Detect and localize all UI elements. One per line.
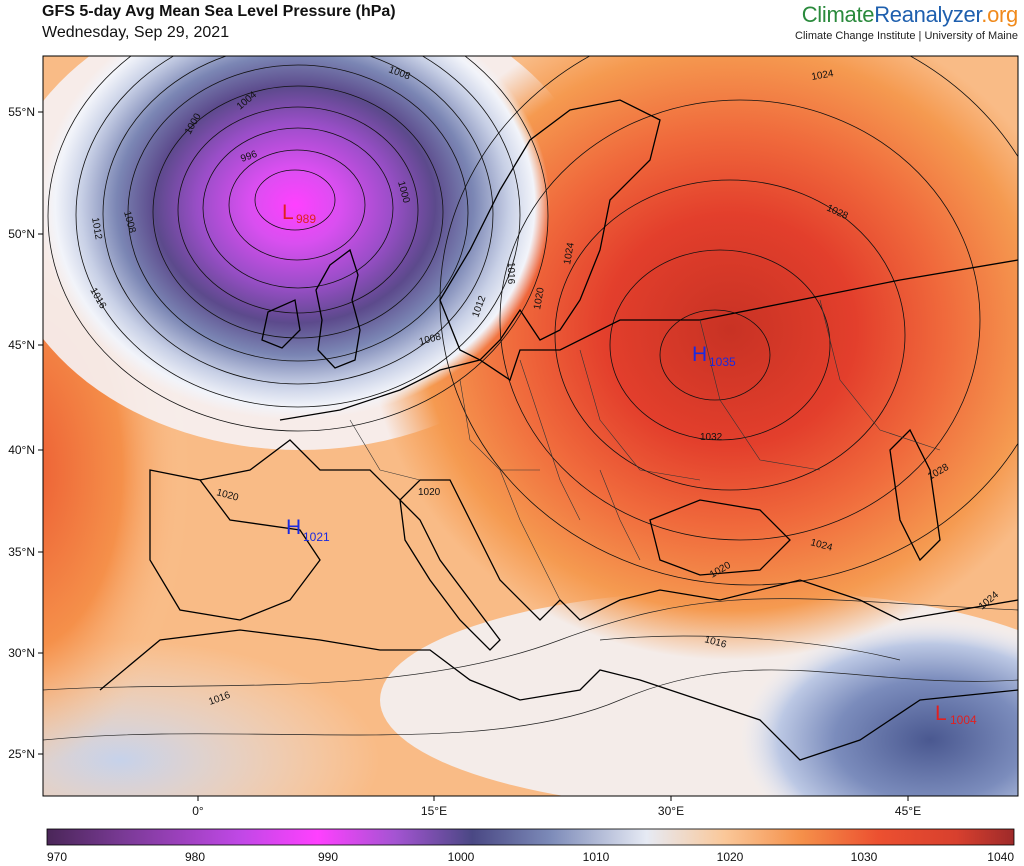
map-date: Wednesday, Sep 29, 2021 bbox=[42, 24, 230, 41]
lat-label-45: 45°N bbox=[8, 338, 35, 352]
low-letter: L bbox=[282, 201, 294, 224]
isobar-label: 1020 bbox=[418, 487, 441, 498]
lon-label-0: 0° bbox=[192, 804, 204, 818]
colorbar-scale bbox=[46, 828, 1015, 846]
brand-climate: Climate bbox=[801, 2, 875, 27]
lon-label-30e: 30°E bbox=[658, 804, 684, 818]
lon-label-45e: 45°E bbox=[895, 804, 921, 818]
low-pressure-marker[interactable]: L 1004 bbox=[935, 702, 977, 727]
low-value: 1004 bbox=[950, 713, 977, 727]
colorbar-label: 1000 bbox=[448, 850, 475, 864]
lat-label-50: 50°N bbox=[8, 227, 35, 241]
isobar-label: 1016 bbox=[505, 262, 516, 285]
atlantic-low-field bbox=[43, 56, 550, 420]
colorbar-label: 1020 bbox=[717, 850, 744, 864]
country-borders bbox=[349, 299, 941, 601]
low-value: 989 bbox=[296, 212, 316, 226]
low-letter: L bbox=[935, 702, 947, 725]
high-value: 1035 bbox=[709, 355, 736, 369]
colorbar-label: 1010 bbox=[583, 850, 610, 864]
colorbar-label: 1030 bbox=[851, 850, 878, 864]
brand-org: .org bbox=[981, 2, 1018, 27]
lat-label-30: 30°N bbox=[8, 646, 35, 660]
lat-label-35: 35°N bbox=[8, 545, 35, 559]
isobar-label: 1024 bbox=[811, 68, 835, 83]
colorbar-label: 970 bbox=[47, 850, 67, 864]
isobar-label: 1032 bbox=[700, 432, 723, 443]
brand-reanalyzer: Reanalyzer bbox=[874, 2, 982, 27]
lat-label-55: 55°N bbox=[8, 105, 35, 119]
lat-axis: 55°N 50°N 45°N 40°N 35°N 30°N 25°N bbox=[8, 105, 43, 761]
pressure-systems: L 989 H 1035 H 1021 L 1004 bbox=[282, 201, 977, 727]
high-value: 1021 bbox=[303, 530, 330, 544]
high-letter: H bbox=[286, 516, 301, 539]
se-low-field bbox=[740, 620, 1018, 796]
high-letter: H bbox=[692, 343, 707, 366]
lat-label-40: 40°N bbox=[8, 443, 35, 457]
map-frame bbox=[42, 55, 1019, 797]
lon-axis: 0° 15°E 30°E 45°E bbox=[192, 796, 921, 818]
colorbar: 970 980 990 1000 1010 1020 1030 1040 bbox=[46, 828, 1015, 864]
coastlines bbox=[99, 99, 1018, 761]
brand-subtitle: Climate Change Institute | University of… bbox=[795, 30, 1018, 42]
lat-label-25: 25°N bbox=[8, 747, 35, 761]
high-pressure-marker[interactable]: H 1021 bbox=[286, 516, 330, 544]
high-pressure-marker[interactable]: H 1035 bbox=[692, 343, 736, 369]
isobars-south bbox=[43, 598, 1018, 741]
isobar-label: 1012 bbox=[89, 217, 104, 241]
brand-logo[interactable]: ClimateReanalyzer.org bbox=[801, 2, 1019, 28]
colorbar-label: 980 bbox=[185, 850, 205, 864]
map-title: GFS 5-day Avg Mean Sea Level Pressure (h… bbox=[42, 3, 396, 20]
colorbar-label: 1040 bbox=[987, 850, 1014, 864]
isobars-low bbox=[47, 56, 549, 432]
lon-label-15e: 15°E bbox=[421, 804, 447, 818]
colorbar-label: 990 bbox=[318, 850, 338, 864]
isobar-label: 1020 bbox=[532, 286, 547, 310]
low-pressure-marker[interactable]: L 989 bbox=[282, 201, 316, 226]
isobar-label: 1024 bbox=[562, 241, 577, 265]
